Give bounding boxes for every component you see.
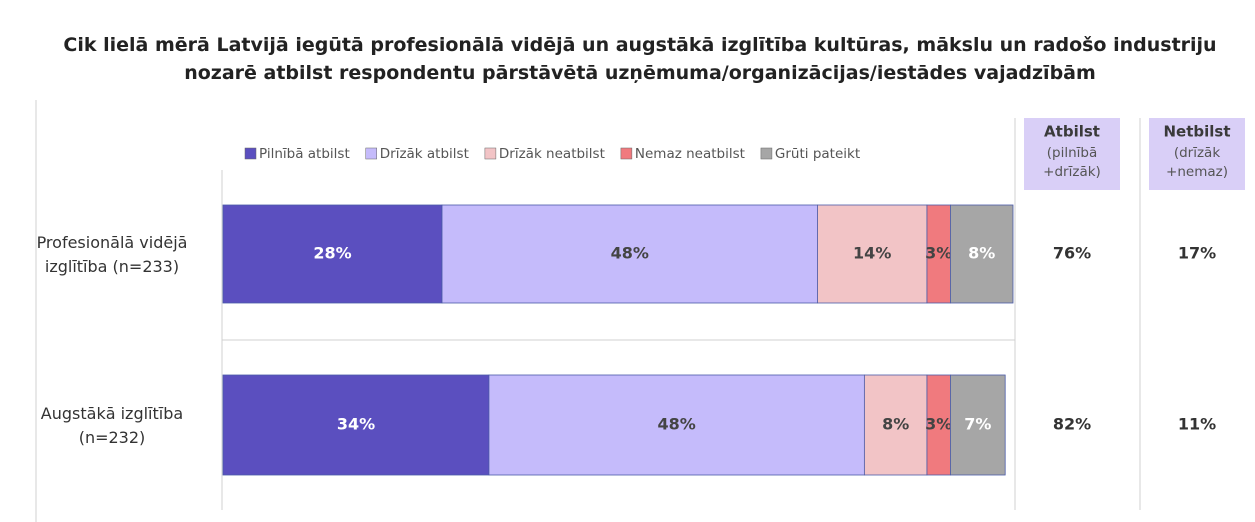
legend-label: Nemaz neatbilst: [635, 146, 745, 162]
legend-swatch: [244, 147, 257, 160]
legend-label: Pilnībā atbilst: [259, 146, 350, 162]
bar-segment: [817, 204, 928, 304]
bar-value-label: 3%: [925, 244, 952, 263]
bar-value-label: 8%: [968, 244, 995, 263]
category-label: Profesionālā vidējā izglītība (n=233): [37, 233, 188, 276]
legend-label: Drīzāk neatbilst: [499, 146, 605, 162]
legend-swatch: [484, 147, 497, 160]
bar-segment: [950, 204, 1014, 304]
summary-header-box: [1149, 118, 1245, 190]
summary-title: Atbilst: [1044, 123, 1100, 141]
summary-value: 82%: [1053, 415, 1091, 434]
summary-subtitle: (drīzāk +nemaz): [1166, 145, 1228, 180]
bar-value-label: 34%: [337, 415, 375, 434]
summary-header-box: [1024, 118, 1120, 190]
bar-value-label: 8%: [882, 415, 909, 434]
bar-value-label: 3%: [925, 415, 952, 434]
category-label: Augstākā izglītība (n=232): [41, 404, 183, 447]
summary-value: 11%: [1178, 415, 1216, 434]
bar-value-label: 14%: [853, 244, 891, 263]
bar-segment: [441, 204, 818, 304]
bar-value-label: 48%: [611, 244, 649, 263]
legend-swatch: [760, 147, 773, 160]
summary-title: Netbilst: [1163, 123, 1230, 141]
bar-segment: [222, 204, 443, 304]
bar-segment: [863, 374, 928, 476]
bar-segment: [950, 374, 1006, 476]
summary-value: 76%: [1053, 244, 1091, 263]
bar-value-label: 28%: [313, 244, 351, 263]
bar-value-label: 48%: [658, 415, 696, 434]
summary-subtitle: (pilnībā +drīzāk): [1043, 145, 1101, 180]
bar-segment: [488, 374, 865, 476]
legend-swatch: [365, 147, 377, 160]
chart-title: Cik lielā mērā Latvijā iegūtā profesionā…: [63, 34, 1216, 84]
legend-label: Drīzāk atbilst: [380, 146, 469, 162]
legend-swatch: [620, 147, 633, 160]
legend-label: Grūti pateikt: [775, 146, 860, 162]
bar-value-label: 7%: [964, 415, 991, 434]
summary-value: 17%: [1178, 244, 1216, 263]
